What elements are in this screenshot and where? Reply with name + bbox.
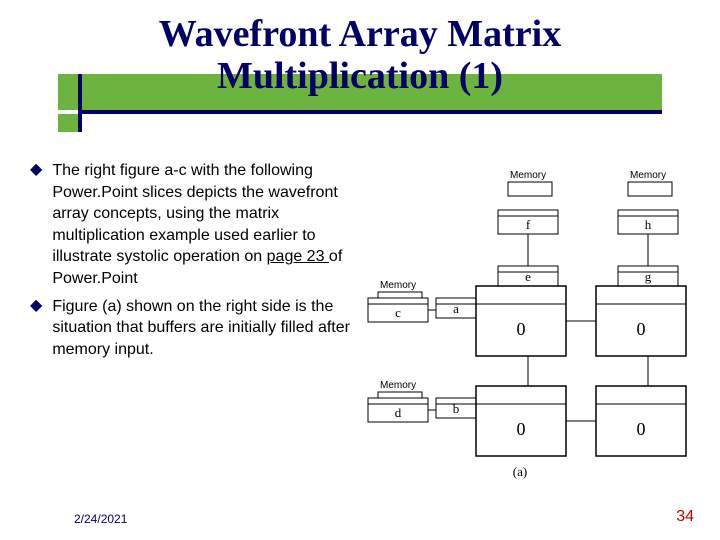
green-accent-bottom: [58, 114, 78, 132]
svg-text:Memory: Memory: [510, 170, 546, 181]
svg-text:c: c: [395, 305, 401, 320]
slide-title: Wavefront Array Matrix Multiplication (1…: [58, 14, 662, 98]
svg-text:0: 0: [517, 319, 526, 339]
navy-underline: [78, 110, 662, 114]
bullet-marker: ◆: [30, 160, 42, 181]
svg-text:Memory: Memory: [380, 280, 416, 291]
footer-page-number: 34: [676, 508, 694, 526]
svg-text:0: 0: [517, 419, 526, 439]
bullet-marker: ◆: [30, 296, 42, 317]
svg-text:Memory: Memory: [380, 380, 416, 391]
footer-date: 2/24/2021: [74, 512, 127, 526]
title-area: Wavefront Array Matrix Multiplication (1…: [58, 8, 662, 138]
bullet-item: ◆ The right figure a-c with the followin…: [30, 160, 350, 290]
wavefront-figure: Memory Memory Memory Memory f h c d e g a b 0 0 0 0 (a): [360, 160, 705, 480]
svg-text:0: 0: [637, 319, 646, 339]
svg-text:0: 0: [637, 419, 646, 439]
svg-text:h: h: [645, 217, 652, 232]
svg-text:b: b: [453, 401, 460, 416]
svg-text:f: f: [526, 217, 531, 232]
body-text: ◆ The right figure a-c with the followin…: [30, 160, 350, 366]
svg-text:g: g: [645, 269, 652, 284]
svg-text:e: e: [525, 269, 531, 284]
svg-text:Memory: Memory: [630, 170, 666, 181]
bullet-item: ◆ Figure (a) shown on the right side is …: [30, 296, 350, 361]
bullet-text: Figure (a) shown on the right side is th…: [52, 296, 350, 361]
svg-text:a: a: [453, 301, 459, 316]
bullet-text: The right figure a-c with the following …: [52, 160, 350, 290]
svg-text:d: d: [395, 405, 402, 420]
svg-text:(a): (a): [513, 464, 527, 479]
